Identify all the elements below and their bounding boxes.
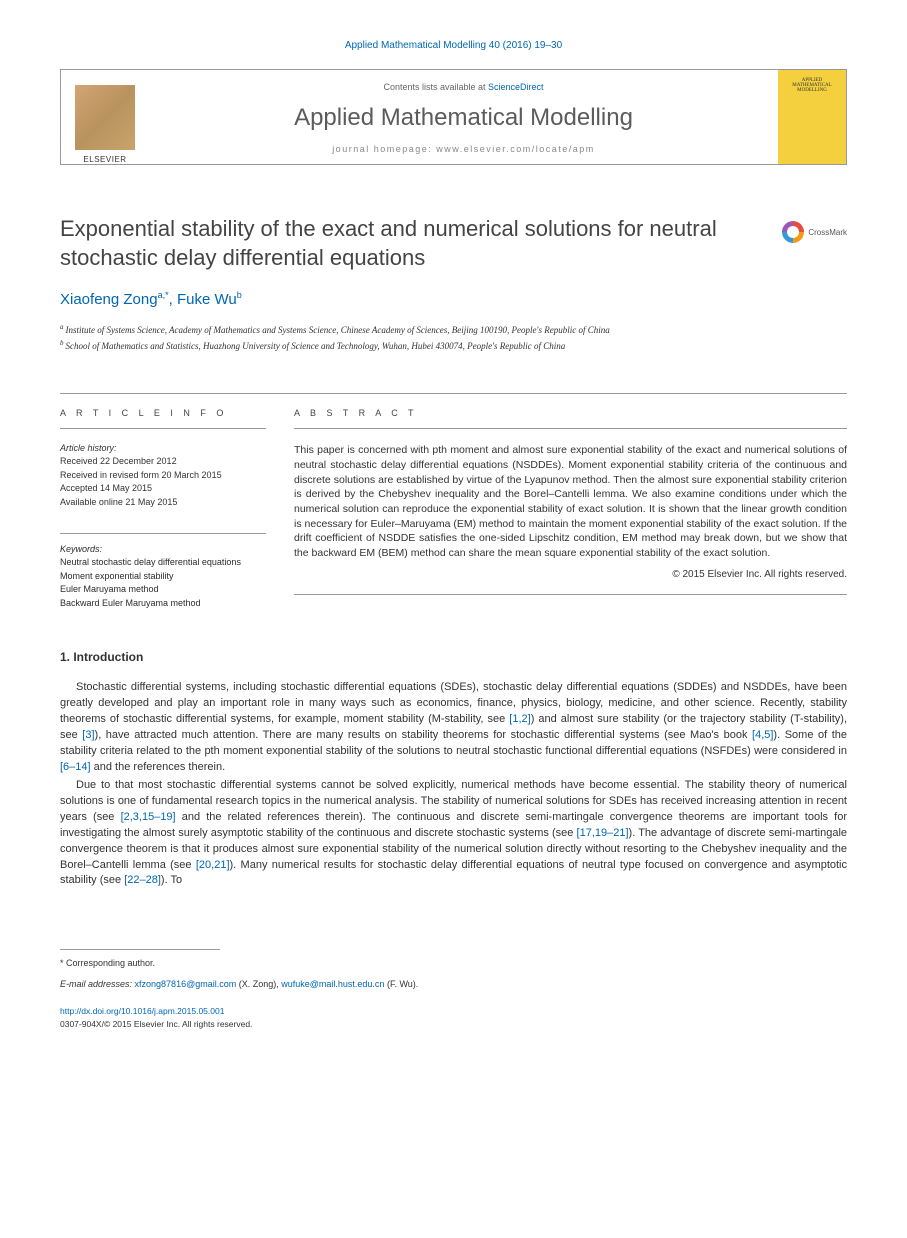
author-1-affil-marker: a,* (158, 290, 169, 300)
journal-cover-thumb: APPLIED MATHEMATICAL MODELLING (778, 70, 846, 164)
email-label: E-mail addresses: (60, 979, 135, 989)
author-2[interactable]: Fuke Wu (177, 291, 237, 308)
keywords-label: Keywords: (60, 544, 266, 554)
keyword-1: Neutral stochastic delay differential eq… (60, 556, 266, 570)
footnote-rule (60, 949, 220, 950)
issn-copyright-line: 0307-904X/© 2015 Elsevier Inc. All right… (60, 1018, 847, 1031)
citation-3[interactable]: [3] (82, 729, 94, 741)
affiliations: aInstitute of Systems Science, Academy o… (60, 322, 847, 353)
keyword-3: Euler Maruyama method (60, 583, 266, 597)
intro-paragraph-2: Due to that most stochastic differential… (60, 778, 847, 890)
abstract-text: This paper is concerned with pth moment … (294, 443, 847, 561)
corresponding-author-note: * Corresponding author. (60, 956, 847, 970)
abstract-copyright: © 2015 Elsevier Inc. All rights reserved… (294, 569, 847, 580)
email-addresses-line: E-mail addresses: xfzong87816@gmail.com … (60, 977, 847, 991)
citation-20-21[interactable]: [20,21] (196, 859, 230, 871)
citation-6-14[interactable]: [6–14] (60, 761, 91, 773)
citation-4-5[interactable]: [4,5] (752, 729, 773, 741)
elsevier-logo[interactable] (75, 85, 135, 150)
crossmark-icon (782, 221, 804, 243)
intro-paragraph-1: Stochastic differential systems, includi… (60, 680, 847, 776)
author-2-affil-marker: b (237, 290, 242, 300)
history-accepted: Accepted 14 May 2015 (60, 482, 266, 496)
doi-block: http://dx.doi.org/10.1016/j.apm.2015.05.… (60, 1005, 847, 1031)
header-center: Contents lists available at ScienceDirec… (149, 70, 778, 164)
article-title: Exponential stability of the exact and n… (60, 215, 847, 272)
doi-link[interactable]: http://dx.doi.org/10.1016/j.apm.2015.05.… (60, 1005, 847, 1018)
cover-image: APPLIED MATHEMATICAL MODELLING (784, 76, 840, 148)
keywords-section: Keywords: Neutral stochastic delay diffe… (60, 533, 266, 610)
history-revised: Received in revised form 20 March 2015 (60, 469, 266, 483)
affiliation-b: bSchool of Mathematics and Statistics, H… (60, 338, 847, 354)
abstract-heading: A B S T R A C T (294, 408, 847, 429)
journal-title: Applied Mathematical Modelling (159, 104, 768, 132)
abstract-column: A B S T R A C T This paper is concerned … (294, 394, 847, 610)
keyword-4: Backward Euler Maruyama method (60, 597, 266, 611)
sciencedirect-link[interactable]: ScienceDirect (488, 82, 544, 92)
article-info-heading: A R T I C L E I N F O (60, 408, 266, 429)
info-abstract-row: A R T I C L E I N F O Article history: R… (60, 393, 847, 610)
contents-available-line: Contents lists available at ScienceDirec… (159, 82, 768, 92)
crossmark-badge[interactable]: CrossMark (782, 221, 847, 248)
journal-homepage[interactable]: journal homepage: www.elsevier.com/locat… (159, 144, 768, 154)
authors-line: Xiaofeng Zonga,*, Fuke Wub (60, 290, 847, 308)
journal-reference: Applied Mathematical Modelling 40 (2016)… (60, 40, 847, 51)
history-received: Received 22 December 2012 (60, 455, 266, 469)
history-online: Available online 21 May 2015 (60, 496, 266, 510)
citation-1-2[interactable]: [1,2] (509, 713, 530, 725)
article-info-column: A R T I C L E I N F O Article history: R… (60, 394, 266, 610)
citation-22-28[interactable]: [22–28] (124, 874, 161, 886)
contents-prefix: Contents lists available at (383, 82, 488, 92)
journal-header-box: Contents lists available at ScienceDirec… (60, 69, 847, 165)
affiliation-a: aInstitute of Systems Science, Academy o… (60, 322, 847, 338)
author-separator: , (169, 291, 177, 308)
article-history-label: Article history: (60, 443, 266, 453)
section-1-heading: 1. Introduction (60, 650, 847, 664)
author-1[interactable]: Xiaofeng Zong (60, 291, 158, 308)
email-1[interactable]: xfzong87816@gmail.com (135, 979, 237, 989)
citation-17-19-21[interactable]: [17,19–21] (577, 827, 629, 839)
citation-2-3-15-19[interactable]: [2,3,15–19] (121, 811, 176, 823)
crossmark-label: CrossMark (808, 228, 847, 237)
keyword-2: Moment exponential stability (60, 570, 266, 584)
publisher-logo-cell (61, 70, 149, 164)
email-2[interactable]: wufuke@mail.hust.edu.cn (281, 979, 384, 989)
